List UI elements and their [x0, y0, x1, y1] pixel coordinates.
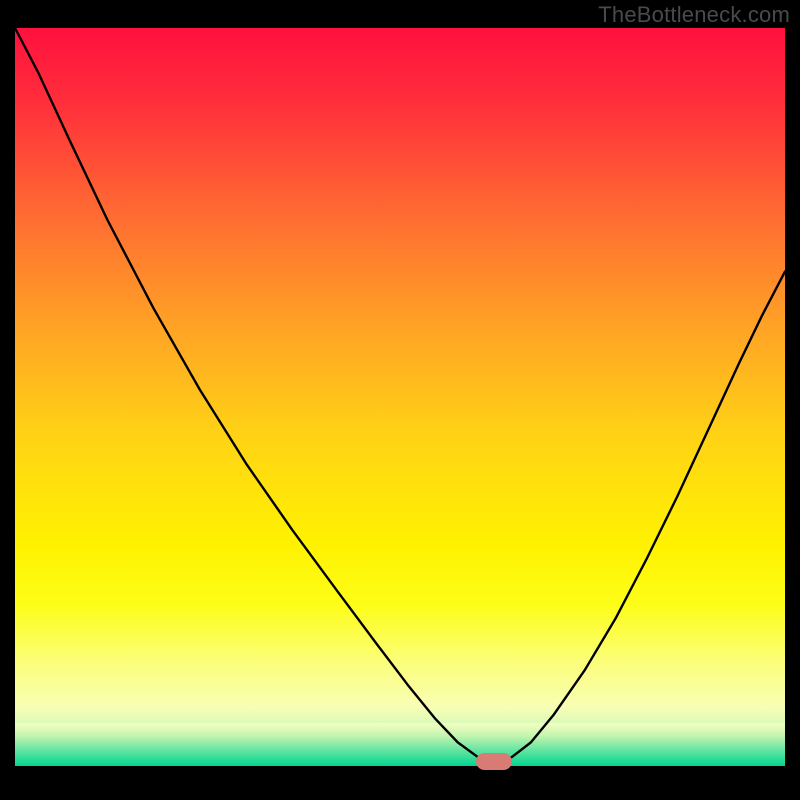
bottleneck-chart: TheBottleneck.com [0, 0, 800, 800]
attribution-text: TheBottleneck.com [598, 2, 790, 28]
optimal-zone-strip [15, 723, 785, 766]
optimal-point-marker [476, 753, 511, 770]
chart-plot-area [15, 28, 785, 766]
